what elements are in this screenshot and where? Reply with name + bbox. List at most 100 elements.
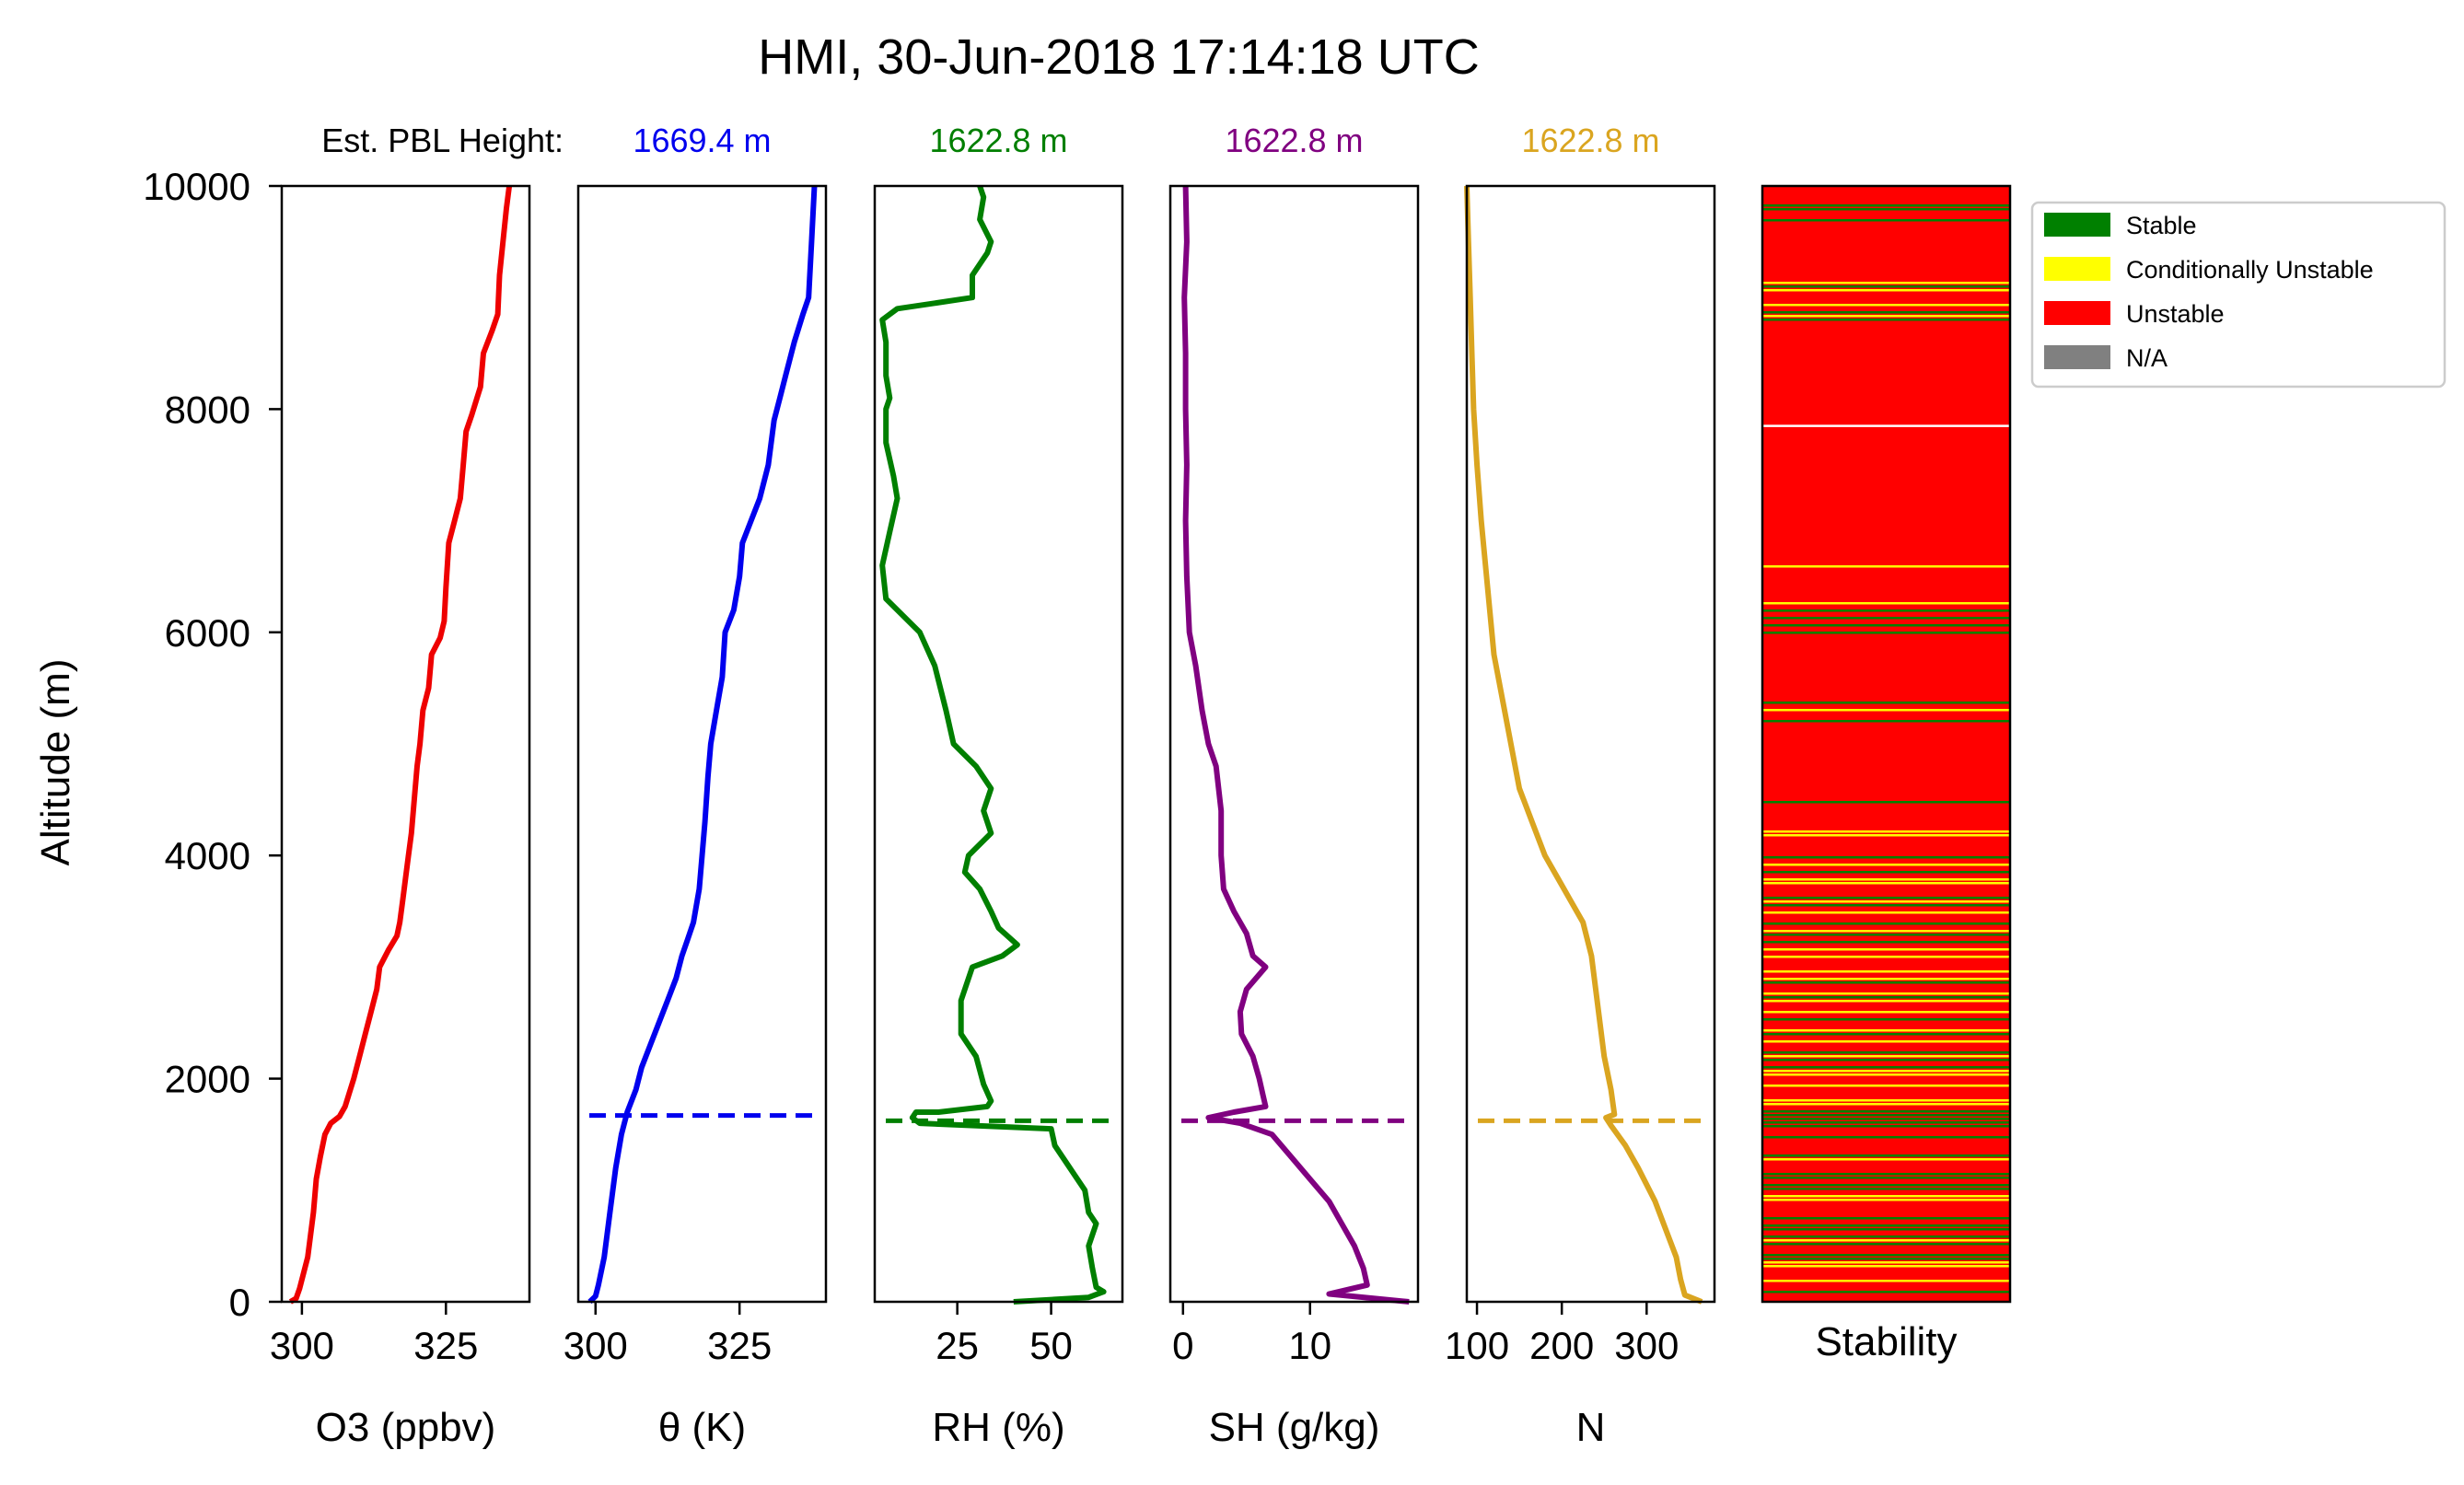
stability-stripe [1762, 1059, 2010, 1062]
legend-swatch [2044, 301, 2110, 325]
stability-stripe [1762, 1173, 2010, 1176]
x-tick-label-o3: 300 [270, 1324, 334, 1367]
stability-stripe [1762, 1070, 2010, 1073]
stability-stripe [1762, 702, 2010, 704]
stability-stripe [1762, 904, 2010, 907]
x-tick-label-n: 100 [1445, 1324, 1509, 1367]
legend-frame [2030, 201, 2447, 389]
profile-line-n [1464, 185, 1703, 1305]
panel-sh: 1622.8 m 0 10 SH (g/kg) [1168, 122, 1420, 1450]
panel-frame-sh [1168, 184, 1420, 1304]
legend-swatch [2044, 345, 2110, 369]
stability-stripe [1762, 1199, 2010, 1201]
stability-stripe [1762, 1099, 2010, 1102]
x-axis-label-theta: θ (K) [658, 1405, 746, 1450]
panel-theta: 1669.4 m 300 325 θ (K) [564, 122, 828, 1450]
x-tick-label-sh: 0 [1172, 1324, 1193, 1367]
stability-stripe [1762, 934, 2010, 936]
stability-label: Stability [1815, 1319, 1957, 1364]
stability-stripe [1762, 1243, 2010, 1246]
stability-panel: Stability [1761, 184, 2012, 1364]
legend-label: Stable [2126, 212, 2197, 239]
legend-swatch [2044, 257, 2110, 281]
stability-stripe [1762, 1000, 2010, 1003]
stability-stripe [1762, 1228, 2010, 1231]
x-tick-label-n: 300 [1614, 1324, 1679, 1367]
stability-stripe [1762, 1055, 2010, 1058]
panel-frame-theta [576, 184, 828, 1304]
profile-line-sh [1181, 185, 1410, 1305]
legend-label: N/A [2126, 344, 2168, 372]
stability-stripe [1762, 624, 2010, 627]
x-axis-label-o3: O3 (ppbv) [316, 1405, 496, 1450]
x-tick-label-o3: 325 [413, 1324, 478, 1367]
y-tick-label: 8000 [165, 388, 250, 431]
panel-frame-n [1465, 184, 1716, 1304]
pbl-value-rh: 1622.8 m [929, 122, 1067, 159]
stability-stripe [1762, 315, 2010, 318]
stability-stripe [1762, 602, 2010, 605]
x-axis-label-n: N [1576, 1405, 1606, 1450]
legend-swatch [2044, 213, 2110, 237]
stability-stripe [1762, 1217, 2010, 1220]
stability-stripe [1762, 1011, 2010, 1014]
stability-stripe [1762, 319, 2010, 321]
stability-stripe [1762, 1118, 2010, 1120]
stability-stripe [1762, 882, 2010, 885]
y-axis: 0 2000 4000 6000 8000 10000 [143, 165, 282, 1324]
stability-stripe [1762, 609, 2010, 612]
stability-stripe [1762, 632, 2010, 634]
stability-stripe [1762, 1184, 2010, 1187]
stability-stripe [1762, 1265, 2010, 1268]
stability-stripe [1762, 1051, 2010, 1054]
stability-stripe [1762, 930, 2010, 933]
stability-stripe [1762, 1195, 2010, 1198]
stability-stripe [1762, 897, 2010, 899]
stability-stripe [1762, 830, 2010, 833]
stability-stripe [1762, 720, 2010, 723]
stability-stripe [1762, 878, 2010, 881]
stability-stripe [1762, 1136, 2010, 1139]
stability-stripe [1762, 289, 2010, 292]
y-tick-label: 0 [229, 1281, 250, 1324]
stability-frame [1761, 184, 2012, 1304]
stability-stripe [1762, 996, 2010, 999]
stability-stripe [1762, 311, 2010, 314]
stability-stripe [1762, 1018, 2010, 1021]
stability-stripe [1762, 1258, 2010, 1260]
stability-stripe [1762, 282, 2010, 284]
stability-stripe [1762, 922, 2010, 925]
stability-stripe [1762, 956, 2010, 958]
stability-stripe [1762, 981, 2010, 984]
stability-stripe [1762, 1239, 2010, 1242]
profile-panels: 300 325 O3 (ppbv) 1669.4 m 300 325 θ (K) 1622.8… [270, 122, 1716, 1450]
pbl-value-sh: 1622.8 m [1225, 122, 1363, 159]
stability-stripe [1762, 992, 2010, 995]
stability-stripe [1762, 304, 2010, 307]
legend-label: Conditionally Unstable [2126, 256, 2374, 284]
stability-stripe [1762, 978, 2010, 980]
stability-stripe [1762, 1121, 2010, 1124]
stability-stripe [1762, 1103, 2010, 1106]
profile-line-rh [879, 185, 1107, 1305]
stability-stripe [1762, 1158, 2010, 1161]
stability-stripe [1762, 941, 2010, 944]
stability-stripe [1762, 285, 2010, 288]
stability-stripe [1762, 871, 2010, 874]
pbl-height-label: Est. PBL Height: [321, 122, 564, 159]
stability-stripe [1762, 1254, 2010, 1257]
stability-stripe [1762, 1177, 2010, 1179]
stability-stripe [1762, 1154, 2010, 1157]
y-tick-label: 2000 [165, 1058, 250, 1101]
stability-stripe [1762, 1280, 2010, 1282]
stability-stripe [1762, 1033, 2010, 1036]
stability-stripe [1762, 900, 2010, 903]
x-axis-label-rh: RH (%) [932, 1405, 1064, 1450]
profile-line-o3 [288, 185, 513, 1305]
x-tick-label-rh: 50 [1029, 1324, 1073, 1367]
stability-stripe [1762, 1114, 2010, 1117]
x-tick-label-n: 200 [1529, 1324, 1594, 1367]
stability-stripe [1762, 617, 2010, 620]
